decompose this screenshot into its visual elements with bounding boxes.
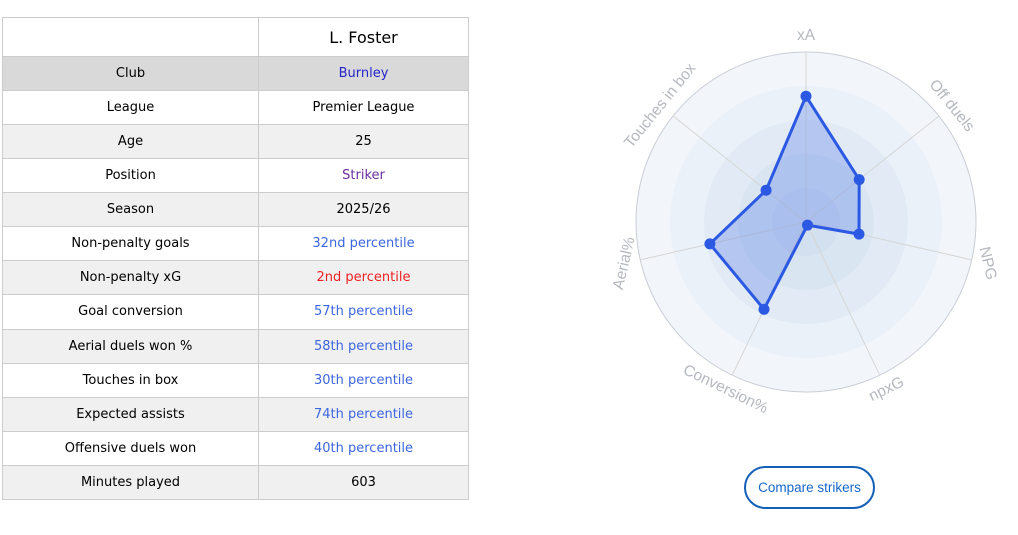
stat-value-text: Premier League bbox=[312, 100, 415, 116]
radar-spoke bbox=[672, 115, 807, 223]
stat-label: Offensive duels won bbox=[2, 430, 259, 466]
stat-value: 25 bbox=[258, 124, 469, 160]
table-row: League Premier League bbox=[2, 90, 469, 126]
stat-label: Expected assists bbox=[2, 396, 259, 432]
radar-axis-label: xA bbox=[797, 27, 816, 44]
stat-value-text: 603 bbox=[351, 474, 376, 490]
table-row: Non-penalty xG 2nd percentile bbox=[2, 260, 469, 296]
table-row: Season 2025/26 bbox=[2, 192, 469, 228]
stat-value-text: 30th percentile bbox=[313, 372, 414, 388]
stat-value-text: 2nd percentile bbox=[316, 270, 411, 286]
table-row: Offensive duels won 40th percentile bbox=[2, 430, 469, 466]
stat-value: 603 bbox=[258, 464, 469, 501]
stat-value: 2025/26 bbox=[258, 192, 469, 228]
stat-value: 57th percentile bbox=[258, 294, 469, 330]
stat-value-text: 58th percentile bbox=[313, 338, 414, 354]
radar-spoke bbox=[805, 115, 940, 223]
stat-label: Season bbox=[2, 192, 259, 228]
table-row: Goal conversion 57th percentile bbox=[2, 294, 469, 330]
stat-value: 2nd percentile bbox=[258, 260, 469, 296]
stat-label: Age bbox=[2, 124, 259, 160]
stat-label: Position bbox=[2, 158, 259, 194]
player-name: L. Foster bbox=[258, 17, 469, 57]
table-row: Touches in box 30th percentile bbox=[2, 362, 469, 398]
stat-value: Striker bbox=[258, 158, 469, 194]
radar-point bbox=[802, 219, 813, 231]
stat-label: Club bbox=[2, 55, 259, 92]
stat-value-text: 2025/26 bbox=[336, 202, 391, 218]
stat-value: Burnley bbox=[258, 55, 469, 92]
radar-point bbox=[853, 228, 865, 240]
table-header-row: L. Foster bbox=[2, 17, 469, 57]
empty-header-cell bbox=[2, 17, 259, 57]
stat-label: Aerial duels won % bbox=[2, 328, 259, 364]
stat-value: 30th percentile bbox=[258, 362, 469, 398]
stat-value-text: 57th percentile bbox=[313, 304, 414, 320]
club-link[interactable]: Burnley bbox=[338, 66, 389, 82]
radar-axis-label: NPG bbox=[976, 245, 1000, 282]
radar-point bbox=[800, 90, 812, 102]
radar-point bbox=[704, 238, 716, 250]
stat-value: 40th percentile bbox=[258, 430, 469, 466]
stat-label: Minutes played bbox=[2, 464, 259, 501]
stat-value-text: 74th percentile bbox=[313, 406, 414, 422]
table-row: Non-penalty goals 32nd percentile bbox=[2, 226, 469, 262]
radar-point bbox=[758, 303, 770, 315]
stat-value-text: 32nd percentile bbox=[312, 236, 415, 252]
player-stats-table: L. Foster Club Burnley League Premier Leagu… bbox=[2, 17, 469, 501]
radar-spoke bbox=[640, 221, 807, 261]
radar-point bbox=[760, 184, 772, 196]
table-row: Position Striker bbox=[2, 158, 469, 194]
table-row: Club Burnley bbox=[2, 55, 469, 92]
table-row: Minutes played 603 bbox=[2, 464, 469, 501]
stat-value: 32nd percentile bbox=[258, 226, 469, 262]
radar-polygon bbox=[708, 94, 861, 311]
stat-label: League bbox=[2, 90, 259, 126]
stat-value-text: 25 bbox=[355, 134, 372, 150]
stat-value-text: 40th percentile bbox=[313, 440, 414, 456]
position-link[interactable]: Striker bbox=[342, 168, 385, 184]
table-row: Age 25 bbox=[2, 124, 469, 160]
stat-value: 74th percentile bbox=[258, 396, 469, 432]
stat-label: Non-penalty xG bbox=[2, 260, 259, 296]
radar-axis-label: Aerial% bbox=[610, 235, 639, 291]
table-row: Expected assists 74th percentile bbox=[2, 396, 469, 432]
table-row: Aerial duels won % 58th percentile bbox=[2, 328, 469, 364]
stat-label: Touches in box bbox=[2, 362, 259, 398]
radar-spoke bbox=[805, 221, 881, 376]
stat-value: 58th percentile bbox=[258, 328, 469, 364]
stat-label: Goal conversion bbox=[2, 294, 259, 330]
radar-point bbox=[853, 174, 865, 186]
stat-label: Non-penalty goals bbox=[2, 226, 259, 262]
compare-strikers-button[interactable]: Compare strikers bbox=[744, 466, 875, 509]
stat-value: Premier League bbox=[258, 90, 469, 126]
